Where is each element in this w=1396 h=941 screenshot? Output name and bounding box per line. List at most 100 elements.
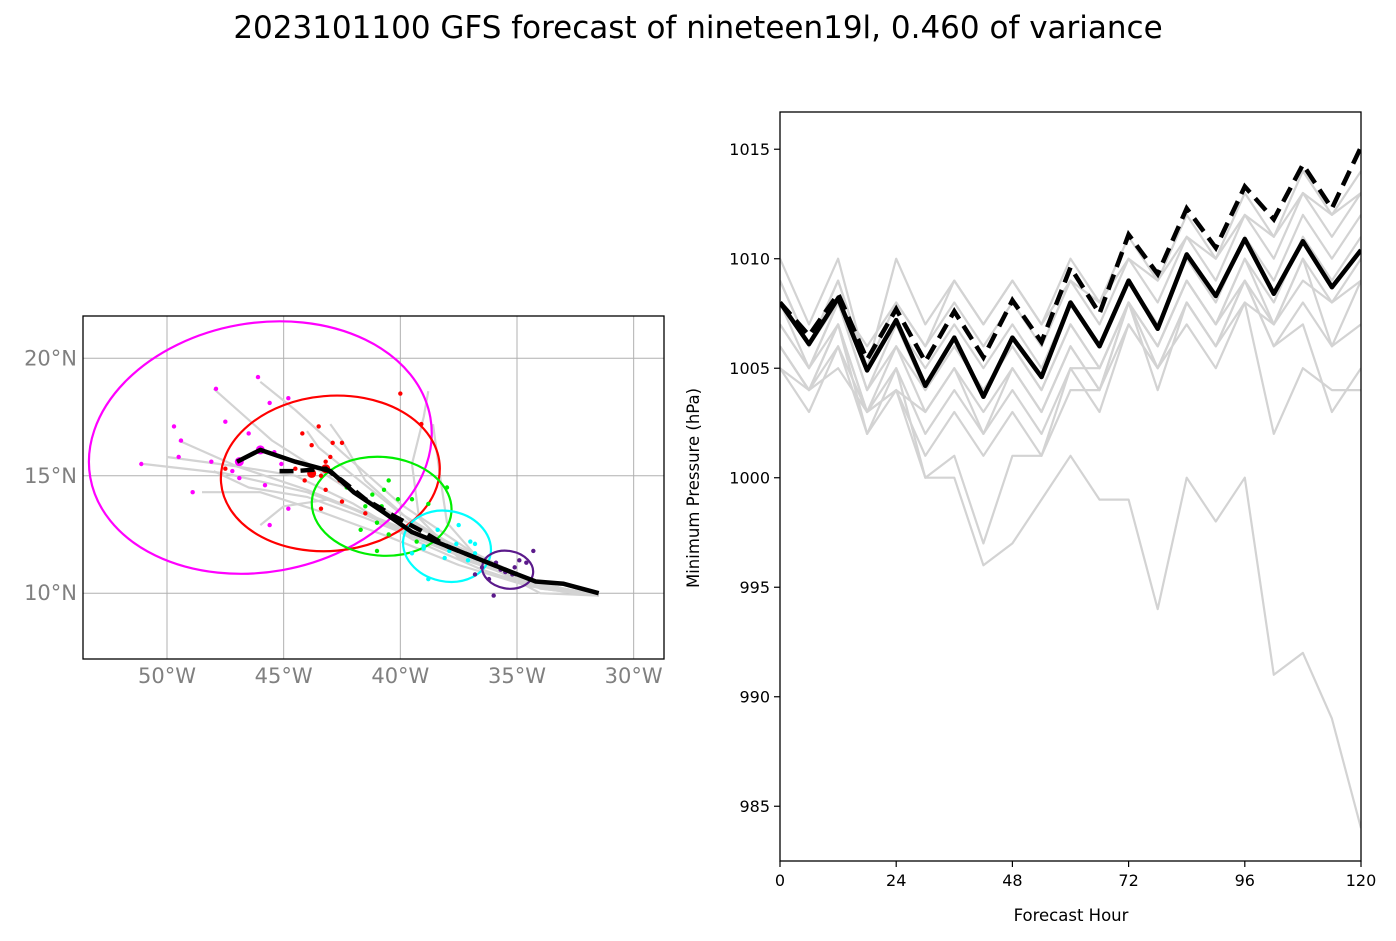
forecast-position-dot bbox=[486, 576, 492, 582]
forecast-position-dot bbox=[300, 431, 305, 436]
forecast-position-dot bbox=[491, 593, 496, 598]
forecast-position-dot bbox=[323, 459, 328, 464]
forecast-position-dot bbox=[302, 478, 307, 483]
forecast-position-dot bbox=[386, 478, 391, 483]
y-tick-label: 990 bbox=[739, 688, 770, 707]
forecast-position-dot bbox=[246, 431, 251, 436]
forecast-position-dot bbox=[262, 482, 268, 488]
forecast-position-dot bbox=[316, 424, 321, 429]
map-x-tick-label: 40°W bbox=[371, 664, 429, 688]
forecast-position-dot bbox=[512, 565, 517, 570]
uncertainty-ellipse bbox=[310, 455, 453, 557]
forecast-position-dot bbox=[517, 558, 522, 563]
forecast-position-dot bbox=[414, 539, 419, 544]
forecast-position-dot bbox=[223, 419, 228, 424]
forecast-position-dot bbox=[139, 461, 144, 467]
map-x-tick-label: 30°W bbox=[605, 664, 663, 688]
forecast-position-dot bbox=[370, 492, 375, 497]
forecast-position-dot bbox=[468, 539, 473, 544]
x-axis-label: Forecast Hour bbox=[1014, 906, 1129, 925]
x-tick-label: 0 bbox=[775, 871, 785, 890]
mean-pressure-line bbox=[780, 236, 1361, 399]
forecast-position-dot bbox=[339, 440, 345, 446]
map-x-tick-label: 35°W bbox=[488, 664, 546, 688]
y-tick-label: 985 bbox=[739, 797, 770, 816]
forecast-position-dot bbox=[267, 522, 272, 528]
y-tick-label: 1010 bbox=[729, 250, 770, 269]
forecast-position-dot bbox=[267, 400, 272, 406]
forecast-position-dot bbox=[374, 548, 380, 554]
forecast-position-dot bbox=[318, 473, 324, 478]
forecast-position-dot bbox=[524, 560, 529, 565]
forecast-position-dot bbox=[255, 374, 261, 380]
forecast-position-dot bbox=[472, 551, 478, 556]
forecast-position-dot bbox=[426, 501, 431, 507]
forecast-position-dot bbox=[374, 520, 380, 525]
ensemble-track-line bbox=[213, 470, 599, 597]
y-tick-label: 995 bbox=[739, 578, 770, 597]
forecast-position-dot bbox=[444, 485, 450, 490]
forecast-position-dot bbox=[442, 555, 447, 561]
map-x-tick-label: 50°W bbox=[138, 664, 196, 688]
uncertainty-ellipse bbox=[87, 320, 433, 575]
x-tick-label: 120 bbox=[1346, 871, 1377, 890]
forecast-position-dot bbox=[323, 487, 328, 493]
ensemble-pressure-line bbox=[780, 323, 1361, 829]
forecast-position-dot bbox=[426, 576, 431, 582]
mean-track-line bbox=[235, 447, 600, 596]
forecast-position-dot bbox=[230, 468, 235, 474]
mean-pressure-lines bbox=[780, 146, 1361, 399]
forecast-position-dot bbox=[286, 506, 291, 511]
forecast-position-dot bbox=[465, 558, 471, 563]
x-tick-label: 72 bbox=[1118, 871, 1138, 890]
forecast-position-dot bbox=[435, 527, 440, 532]
ensemble-pressure-line bbox=[780, 191, 1361, 348]
forecast-position-dot bbox=[409, 497, 415, 502]
forecast-position-dot bbox=[358, 527, 363, 532]
forecast-position-dot bbox=[454, 541, 459, 547]
forecast-position-dot bbox=[318, 506, 324, 511]
forecast-position-dot bbox=[190, 489, 195, 495]
ensemble-pressure-line bbox=[780, 301, 1361, 545]
pressure-panel: 0 24 48 72 96 120 985 990 995 1000 1005 1010 1015 Fo… bbox=[684, 111, 1377, 925]
forecast-position-dot bbox=[330, 440, 335, 446]
forecast-position-dot bbox=[309, 443, 314, 448]
forecast-position-dot bbox=[328, 454, 333, 460]
forecast-position-dot bbox=[237, 475, 242, 481]
uncertainty-ellipse bbox=[219, 394, 441, 553]
forecast-position-dot bbox=[398, 391, 403, 396]
pressure-frame bbox=[779, 111, 1362, 862]
forecast-position-dot bbox=[171, 424, 177, 429]
ensemble-track-line bbox=[431, 423, 599, 597]
forecast-position-dot bbox=[209, 459, 214, 464]
x-tick-label: 96 bbox=[1235, 871, 1255, 890]
ensemble-track-line bbox=[329, 423, 599, 597]
y-tick-label: 1015 bbox=[729, 140, 770, 159]
forecast-position-dot bbox=[293, 466, 298, 471]
forecast-position-dot bbox=[363, 504, 368, 509]
forecast-position-dot bbox=[472, 572, 478, 577]
forecast-position-dot bbox=[456, 522, 461, 528]
x-tick-label: 48 bbox=[1002, 871, 1022, 890]
forecast-position-dot bbox=[213, 386, 219, 392]
forecast-position-dot bbox=[531, 548, 536, 554]
forecast-position-dot bbox=[409, 551, 415, 556]
map-frame bbox=[82, 315, 665, 660]
forecast-position-dot bbox=[286, 396, 291, 401]
uncertainty-ellipses bbox=[87, 320, 535, 590]
map-tick-labels: 50°W 45°W 40°W 35°W 30°W 10°N 15°N 20°N bbox=[24, 346, 663, 688]
forecast-position-dot bbox=[279, 461, 284, 467]
forecast-position-dot bbox=[395, 497, 401, 502]
track-map-panel: 50°W 45°W 40°W 35°W 30°W 10°N 15°N 20°N bbox=[24, 315, 665, 688]
forecast-position-dot bbox=[223, 466, 228, 471]
forecast-position-dot bbox=[386, 532, 391, 537]
figure-title: 2023101100 GFS forecast of nineteen19l, … bbox=[233, 10, 1163, 46]
forecast-position-dot bbox=[419, 421, 424, 427]
map-y-tick-label: 10°N bbox=[24, 581, 77, 605]
forecast-position-dot bbox=[178, 438, 184, 443]
x-tick-label: 24 bbox=[886, 871, 906, 890]
map-x-tick-label: 45°W bbox=[255, 664, 313, 688]
y-axis-label: Minimum Pressure (hPa) bbox=[684, 388, 703, 588]
map-y-tick-label: 20°N bbox=[24, 346, 77, 370]
